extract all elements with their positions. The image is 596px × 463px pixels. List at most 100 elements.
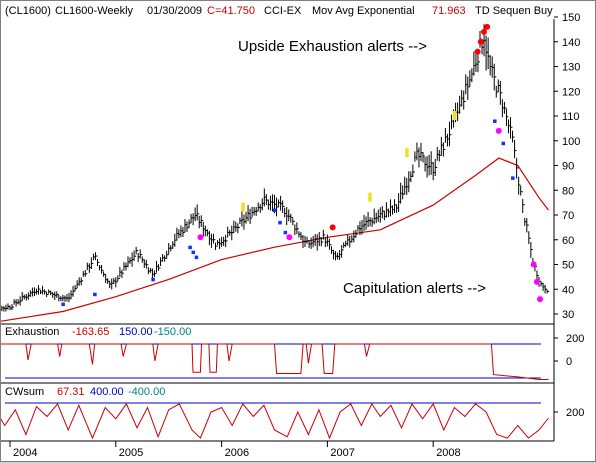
signal-marker-red: [329, 224, 336, 231]
exhaustion-upper-band-label: 150.00: [119, 326, 153, 338]
price-bar: [520, 185, 523, 196]
price-tick-label: 100: [562, 136, 580, 148]
price-bar: [56, 291, 59, 299]
price-bar: [499, 80, 503, 105]
signal-marker-magenta: [286, 234, 293, 241]
price-tick-label: 150: [562, 12, 580, 24]
price-bar: [135, 246, 139, 255]
signal-marker-blue: [493, 119, 497, 123]
price-tick-label: 60: [562, 235, 574, 247]
price-axis-ticks: 30 40 50 60 70 80 90 100 110 120 130 140 150: [554, 12, 580, 321]
price-bar: [328, 238, 332, 250]
price-bar: [505, 108, 509, 126]
study-td-label: TD Sequen Buy: [475, 5, 553, 17]
price-bar: [522, 198, 525, 214]
price-bar: [80, 277, 84, 286]
price-tick-label: 80: [562, 185, 574, 197]
signal-marker-blue: [194, 255, 199, 260]
price-bar: [320, 237, 324, 247]
price-tick-label: 130: [562, 62, 580, 74]
price-bar: [296, 222, 299, 235]
price-bar: [237, 223, 240, 234]
price-tick-label: 90: [562, 161, 574, 173]
close-value: C=41.750: [207, 5, 255, 17]
cwsum-tick-label: 200: [566, 407, 584, 419]
price-bar: [121, 269, 124, 279]
signal-marker-blue: [511, 176, 515, 180]
price-bar: [526, 218, 529, 233]
price-tick-label: 40: [562, 284, 574, 296]
signal-marker-blue: [61, 302, 65, 307]
price-bar: [518, 176, 521, 195]
price-bar: [422, 152, 426, 163]
price-bar: [290, 213, 293, 223]
price-bar: [225, 234, 228, 248]
price-bar: [495, 85, 499, 98]
time-tick-label: 2005: [119, 447, 143, 459]
signal-marker-yellow: [452, 111, 457, 120]
price-panel: 30 40 50 60 70 80 90 100 110 120 130 140 150 Upside …: [1, 12, 580, 324]
price-bar: [145, 259, 149, 269]
exhaustion-tick-label: 0: [566, 356, 572, 368]
signal-marker-magenta: [530, 261, 537, 268]
price-bar: [514, 139, 517, 159]
exhaustion-tick-label: 200: [566, 333, 584, 345]
price-bar: [90, 257, 94, 270]
time-tick-label: 2007: [330, 447, 354, 459]
price-bar: [503, 101, 507, 114]
date-label: 01/30/2009: [147, 5, 202, 17]
price-bar: [355, 229, 358, 238]
exhaustion-title: Exhaustion: [5, 326, 59, 338]
signal-marker-magenta: [197, 234, 204, 241]
price-bar: [536, 270, 539, 280]
time-tick-label: 2008: [436, 447, 460, 459]
price-bar: [37, 285, 41, 295]
signal-marker-red: [480, 28, 487, 35]
price-bar: [434, 158, 438, 177]
price-tick-label: 50: [562, 260, 574, 272]
signal-marker-magenta: [537, 296, 544, 303]
price-bar: [463, 90, 466, 110]
signal-marker-red: [474, 48, 481, 55]
signal-marker-blue: [273, 208, 277, 213]
price-bar: [158, 264, 161, 271]
price-bar: [11, 304, 15, 311]
time-axis: 2004 2005 2006 2007 2008: [9, 441, 461, 459]
signal-marker-blue: [151, 277, 155, 282]
price-bar: [530, 242, 533, 258]
cwsum-axis-ticks: 200: [554, 407, 584, 419]
price-bar: [512, 130, 515, 143]
signal-marker-blue: [501, 141, 506, 146]
cwsum-line: [1, 402, 549, 440]
signal-markers: [61, 23, 544, 307]
capitulation-annotation: Capitulation alerts -->: [343, 280, 486, 297]
price-bar: [493, 63, 497, 91]
price-bar: [44, 289, 47, 295]
signal-marker-yellow: [368, 192, 372, 202]
upside-exhaustion-annotation: Upside Exhaustion alerts -->: [238, 38, 427, 55]
ema-line: [1, 157, 549, 322]
cwsum-title: CWsum: [5, 386, 44, 398]
price-bar: [101, 264, 104, 274]
signal-marker-blue: [283, 230, 288, 235]
signal-marker-blue: [278, 220, 282, 225]
signal-marker-blue: [93, 292, 97, 297]
exhaustion-lower-band-label: -150.00: [154, 326, 191, 338]
price-bar: [139, 249, 143, 259]
cwsum-upper-band-label: 400.00: [90, 386, 124, 398]
signal-marker-yellow: [241, 202, 245, 212]
time-tick-label: 2004: [13, 447, 37, 459]
price-bar: [516, 157, 519, 179]
price-bar: [115, 277, 118, 288]
cwsum-panel: CWsum 67.31 400.00 -400.00 200: [1, 383, 584, 441]
study-cci-label: CCI-EX: [264, 5, 302, 17]
price-bar: [510, 117, 513, 139]
price-bar: [544, 284, 548, 294]
cwsum-value: 67.31: [57, 386, 85, 398]
exhaustion-value: -163.65: [72, 326, 109, 338]
signal-marker-magenta: [495, 127, 502, 134]
study-ema-value: 71.963: [432, 5, 466, 17]
